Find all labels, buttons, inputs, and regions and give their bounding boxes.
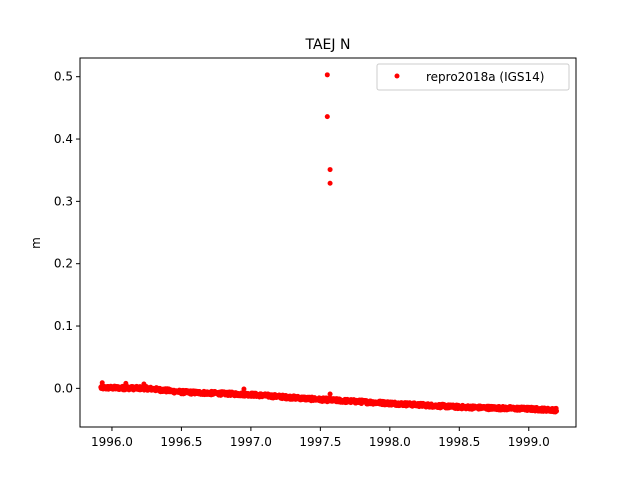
data-point bbox=[554, 408, 560, 414]
y-tick-label: 0.0 bbox=[54, 381, 73, 395]
y-tick-label: 0.4 bbox=[54, 132, 73, 146]
legend-marker bbox=[394, 73, 400, 79]
x-tick-label: 1998.5 bbox=[438, 435, 480, 449]
data-point bbox=[327, 167, 333, 173]
y-axis: 0.0 0.1 0.2 0.3 0.4 0.5 bbox=[54, 70, 80, 395]
data-point bbox=[324, 114, 330, 120]
legend-frame bbox=[376, 63, 570, 91]
y-tick-label: 0.1 bbox=[54, 319, 73, 333]
x-tick-label: 1997.5 bbox=[299, 435, 341, 449]
x-axis: 1996.0 1996.5 1997.0 1997.5 1998.0 1998.5 1999… bbox=[91, 427, 550, 449]
data-point bbox=[141, 381, 147, 387]
x-tick-label: 1998.0 bbox=[369, 435, 411, 449]
y-axis-label: m bbox=[29, 237, 43, 249]
y-tick-label: 0.5 bbox=[54, 70, 73, 84]
data-point bbox=[99, 380, 105, 386]
plot-area-frame bbox=[79, 57, 577, 428]
legend-label: repro2018a (IGS14) bbox=[426, 70, 544, 84]
data-point bbox=[123, 380, 129, 386]
legend: repro2018a (IGS14) bbox=[376, 63, 570, 91]
x-tick-label: 1996.0 bbox=[91, 435, 133, 449]
x-tick-label: 1997.0 bbox=[230, 435, 272, 449]
data-point bbox=[327, 180, 333, 186]
data-points bbox=[98, 72, 560, 415]
data-point bbox=[327, 391, 333, 397]
data-point bbox=[241, 386, 247, 392]
x-tick-label: 1999.0 bbox=[508, 435, 550, 449]
x-tick-label: 1996.5 bbox=[160, 435, 202, 449]
y-tick-label: 0.3 bbox=[54, 194, 73, 208]
data-point bbox=[324, 72, 330, 78]
y-tick-label: 0.2 bbox=[54, 257, 73, 271]
chart-title: TAEJ N bbox=[305, 37, 351, 53]
